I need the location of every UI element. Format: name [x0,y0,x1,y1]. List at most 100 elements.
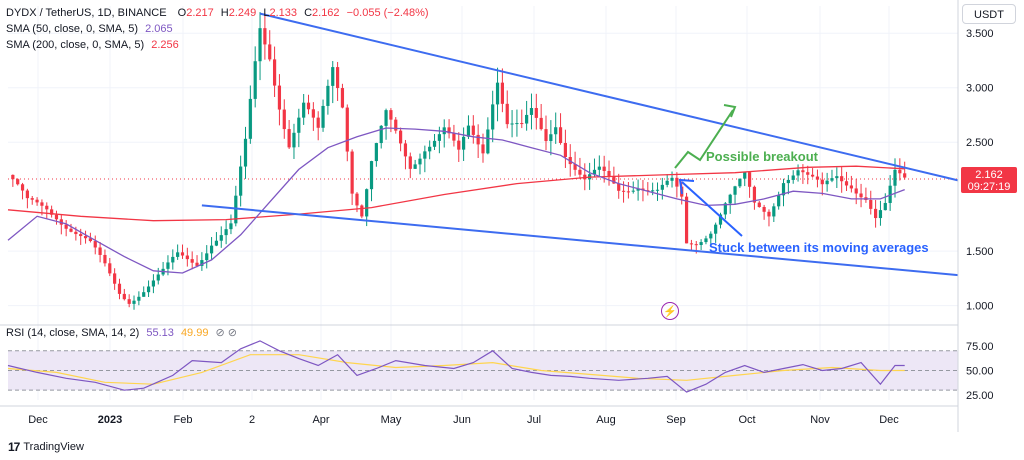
candle-body [767,211,771,217]
candle-body [413,164,417,169]
candle-body [714,224,718,234]
candle-body [50,209,54,215]
rsi-grid [8,350,958,391]
candle-body [195,262,199,266]
candle-body [617,183,621,191]
candle-body [394,119,398,131]
y-tick-label: 3.500 [966,28,994,40]
breakout-annotation: Possible breakout [706,149,818,164]
x-tick-label: Jun [453,414,471,426]
candle-body [466,125,471,137]
candle-body [54,214,59,220]
candle-body [205,253,209,261]
ohlc-low: 2.133 [269,7,297,19]
candle-body [277,85,282,110]
candle-body [302,102,306,118]
candle-body [554,127,558,135]
lightning-icon[interactable]: ⚡ [661,302,679,320]
candle-body [525,114,529,124]
candle-body [69,228,73,232]
candle-body [335,67,340,89]
candle-body [180,252,185,256]
candle-body [374,143,378,162]
currency-button[interactable]: USDT [962,4,1016,24]
candle-body [185,255,189,260]
candle-body [558,127,563,143]
candle-body [360,205,364,217]
candle-body [893,169,897,186]
tradingview-logo[interactable]: 17 TradingView [8,440,84,454]
rsi-label: RSI (14, close, SMA, 14, 2) [6,327,140,339]
breakout-arrow [674,109,734,169]
candle-body [132,300,136,304]
candle-body [607,170,611,177]
candle-body [830,178,834,181]
sma50-value: 2.065 [145,23,173,35]
candle-body [365,189,369,217]
candle-body [621,190,626,192]
candle-body [684,196,689,244]
ohlc-open: 2.217 [186,7,214,19]
candle-body [888,185,892,203]
sma200-line [7,165,905,222]
candle-body [694,244,698,246]
candle-body [355,193,359,206]
candle-body [113,273,117,284]
x-tick-label: Jul [527,414,541,426]
candle-body [263,28,267,45]
candle-body [408,156,412,169]
candle-body [418,158,422,165]
candle-body [810,174,815,177]
candle-body [16,179,20,185]
candle-body [660,184,664,190]
candle-body [30,198,34,200]
sma200-label: SMA (200, close, 0, SMA, 5) [6,39,145,51]
candle-body [689,243,694,245]
candle-body [578,169,582,175]
candle-body [331,67,335,86]
candle-body [733,186,737,195]
x-tick-label: Sep [666,414,686,426]
ohlc-close: 2.162 [312,7,340,19]
candle-body [297,117,301,133]
candle-body [214,240,219,246]
y-tick-label: 3.000 [966,83,994,95]
sma200-value: 2.256 [151,39,179,51]
candle-body [495,82,500,105]
candle-body [592,169,597,175]
rsi-legend[interactable]: RSI (14, close, SMA, 14, 2) 55.13 49.99 … [6,326,237,339]
candle-body [752,186,757,203]
candle-body [306,102,311,110]
candle-body [612,176,616,184]
candle-body [651,190,655,192]
candle-body [452,133,456,141]
rsi-tick-label: 50.00 [966,365,994,377]
candle-body [777,195,781,207]
breakout-arrowhead [723,104,737,118]
ohlc-high: 2.249 [228,7,257,19]
candle-body [384,110,388,126]
candle-body [723,203,727,215]
x-tick-label: May [381,414,402,426]
rsi-visibility-icons[interactable]: ⊘ ⊘ [215,327,238,339]
candle-body [801,170,805,173]
annotation-arrows [674,104,743,237]
candle-body [219,235,223,241]
sma50-legend[interactable]: SMA (50, close, 0, SMA, 5) 2.065 [6,22,173,36]
candle-body [718,214,723,225]
candle-body [292,132,296,148]
candle-body [379,125,383,144]
candle-body [738,178,742,187]
candle-body [457,140,461,150]
candle-body [544,129,548,142]
stuck-annotation: Stuck between its moving averages [709,240,929,255]
candle-body [791,175,795,180]
candle-body [447,127,451,134]
candle-body [859,193,863,198]
candle-body [389,110,393,120]
candle-body [675,177,679,187]
candle-body [268,44,272,60]
rsi-value: 55.13 [146,327,174,339]
sma200-legend[interactable]: SMA (200, close, 0, SMA, 5) 2.256 [6,38,179,52]
